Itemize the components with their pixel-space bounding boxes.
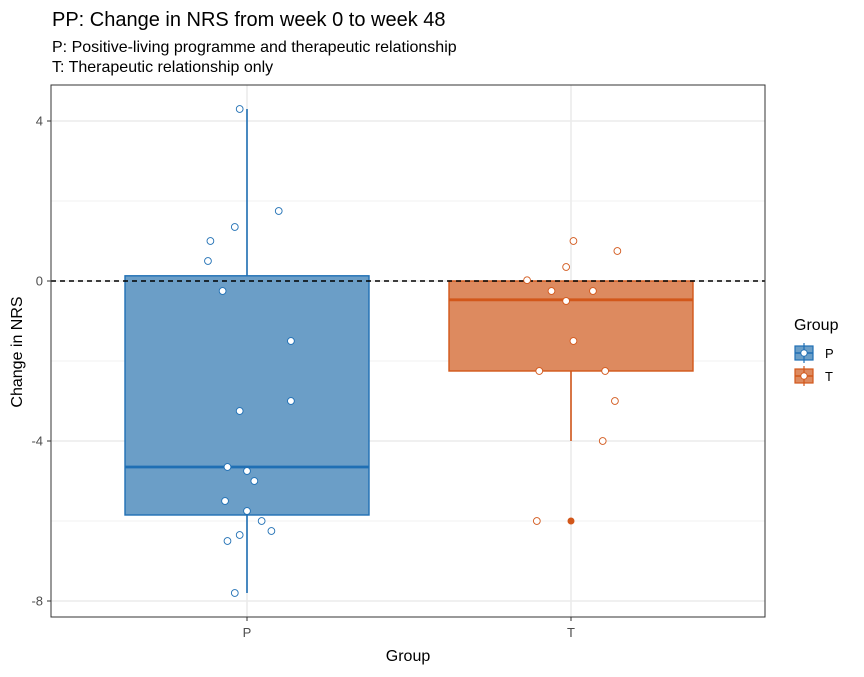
data-point-P <box>287 397 295 405</box>
data-point-P <box>235 531 244 539</box>
data-point-T <box>598 437 607 445</box>
legend: Group PT <box>794 317 839 386</box>
panel-border <box>50 84 766 618</box>
outlier-point-T <box>567 517 575 525</box>
legend-label: T <box>825 369 833 384</box>
chart-subtitle-line-1: P: Positive-living programme and therape… <box>52 39 457 56</box>
data-point-P <box>235 105 244 113</box>
x-tick-label: T <box>567 625 575 640</box>
data-point-T <box>601 367 610 375</box>
legend-key-point <box>800 372 808 380</box>
y-tick-label: 0 <box>36 274 43 289</box>
box-T <box>448 280 694 372</box>
data-point-P <box>243 467 251 475</box>
data-point-P <box>230 589 239 597</box>
chart-title: PP: Change in NRS from week 0 to week 48 <box>52 9 446 31</box>
data-point-P <box>257 517 266 525</box>
box-P <box>124 275 370 516</box>
y-tick-label: -8 <box>31 594 43 609</box>
data-point-P <box>223 463 232 471</box>
legend-key-P <box>794 343 814 363</box>
y-axis-label: Change in NRS <box>9 296 26 407</box>
data-point-P <box>221 497 229 505</box>
y-axis: -8 -4 0 4 <box>31 114 51 609</box>
data-point-P <box>206 237 215 245</box>
data-point-T <box>535 367 544 375</box>
data-point-T <box>532 517 541 525</box>
plot-panel <box>50 84 766 618</box>
data-point-P <box>274 207 283 215</box>
data-point-T <box>569 237 578 245</box>
data-point-P <box>223 537 232 545</box>
x-tick-label: P <box>243 625 252 640</box>
legend-key-T <box>794 366 814 386</box>
data-point-T <box>547 287 556 295</box>
y-tick-label: 4 <box>36 114 43 129</box>
data-point-T <box>562 263 570 271</box>
legend-key-point <box>800 349 808 357</box>
legend-title: Group <box>794 317 839 334</box>
data-point-P <box>287 337 295 345</box>
chart-subtitle-line-2: T: Therapeutic relationship only <box>52 59 273 76</box>
data-point-P <box>243 507 251 515</box>
data-point-P <box>218 287 227 295</box>
data-point-T <box>569 337 578 345</box>
data-point-T <box>611 397 619 405</box>
data-point-P <box>204 257 212 265</box>
legend-label: P <box>825 346 834 361</box>
data-point-P <box>267 527 276 535</box>
data-point-T <box>562 297 570 305</box>
data-point-T <box>523 276 531 285</box>
data-point-T <box>613 247 622 255</box>
y-tick-label: -4 <box>31 434 43 449</box>
data-point-P <box>235 407 244 415</box>
data-point-P <box>230 223 239 231</box>
x-axis-label: Group <box>386 648 431 665</box>
data-point-T <box>589 287 597 295</box>
data-point-P <box>250 477 259 485</box>
